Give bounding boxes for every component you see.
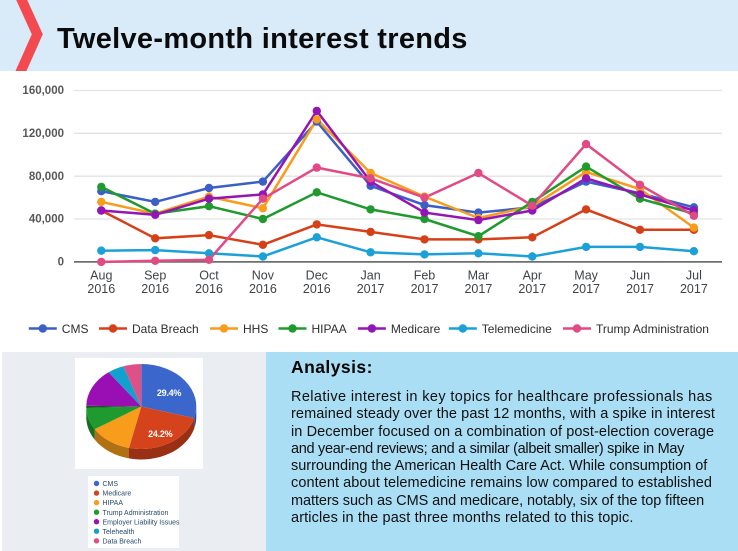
svg-text:40,000: 40,000 — [29, 214, 64, 226]
svg-text:Jan: Jan — [361, 269, 381, 283]
svg-text:CMS: CMS — [62, 322, 89, 336]
svg-text:CMS: CMS — [103, 481, 119, 488]
svg-text:Medicare: Medicare — [391, 322, 441, 336]
svg-text:Telemedicine: Telemedicine — [482, 322, 552, 336]
svg-text:Sep: Sep — [144, 269, 166, 283]
svg-text:Jun: Jun — [630, 269, 650, 283]
svg-text:Employer Liability Issues: Employer Liability Issues — [103, 519, 181, 526]
svg-text:Feb: Feb — [414, 269, 436, 283]
svg-text:2016: 2016 — [195, 282, 223, 296]
svg-text:Oct: Oct — [199, 269, 219, 283]
svg-text:Jul: Jul — [686, 269, 702, 283]
svg-text:Data Breach: Data Breach — [132, 322, 199, 336]
svg-text:2017: 2017 — [357, 282, 385, 296]
svg-text:Aug: Aug — [90, 269, 112, 283]
svg-text:0: 0 — [58, 257, 64, 269]
svg-text:2016: 2016 — [141, 282, 169, 296]
svg-text:Apr: Apr — [523, 269, 542, 283]
svg-text:2016: 2016 — [249, 282, 277, 296]
svg-text:Data Breach: Data Breach — [103, 538, 142, 545]
svg-text:Dec: Dec — [306, 269, 328, 283]
svg-text:HIPAA: HIPAA — [312, 322, 347, 336]
svg-text:Nov: Nov — [252, 269, 275, 283]
svg-text:2016: 2016 — [87, 282, 115, 296]
svg-text:2016: 2016 — [303, 282, 331, 296]
svg-text:2017: 2017 — [518, 282, 546, 296]
svg-text:29.4%: 29.4% — [157, 388, 182, 398]
svg-text:2017: 2017 — [572, 282, 600, 296]
svg-text:Telehealth: Telehealth — [103, 529, 135, 536]
svg-text:2017: 2017 — [626, 282, 654, 296]
svg-text:2017: 2017 — [680, 282, 708, 296]
svg-text:Trump Administration: Trump Administration — [103, 510, 169, 517]
svg-text:HHS: HHS — [243, 322, 268, 336]
svg-text:Trump Administration: Trump Administration — [596, 322, 709, 336]
svg-text:2017: 2017 — [464, 282, 492, 296]
svg-text:Medicare: Medicare — [103, 491, 132, 498]
svg-text:120,000: 120,000 — [22, 128, 64, 140]
svg-text:24.2%: 24.2% — [148, 429, 173, 439]
svg-text:Mar: Mar — [468, 269, 490, 283]
svg-text:80,000: 80,000 — [29, 171, 64, 183]
svg-text:2017: 2017 — [411, 282, 439, 296]
svg-text:HIPAA: HIPAA — [103, 500, 124, 507]
svg-text:160,000: 160,000 — [22, 85, 64, 97]
svg-text:May: May — [574, 269, 598, 283]
